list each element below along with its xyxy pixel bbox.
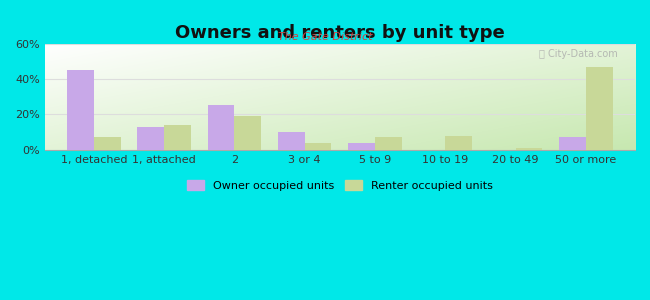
- Text: ⓘ City-Data.com: ⓘ City-Data.com: [539, 49, 618, 59]
- Bar: [515, 148, 542, 150]
- Bar: [67, 70, 94, 150]
- Bar: [305, 142, 332, 150]
- Bar: [586, 67, 612, 150]
- Bar: [235, 116, 261, 150]
- Bar: [559, 137, 586, 150]
- Bar: [137, 127, 164, 150]
- Bar: [278, 132, 305, 150]
- Bar: [375, 137, 402, 150]
- Text: The Gate District: The Gate District: [278, 32, 372, 41]
- Bar: [445, 136, 472, 150]
- Title: Owners and renters by unit type: Owners and renters by unit type: [175, 24, 504, 42]
- Bar: [207, 106, 235, 150]
- Legend: Owner occupied units, Renter occupied units: Owner occupied units, Renter occupied un…: [183, 176, 497, 195]
- Bar: [164, 125, 191, 150]
- Bar: [348, 142, 375, 150]
- Bar: [94, 137, 120, 150]
